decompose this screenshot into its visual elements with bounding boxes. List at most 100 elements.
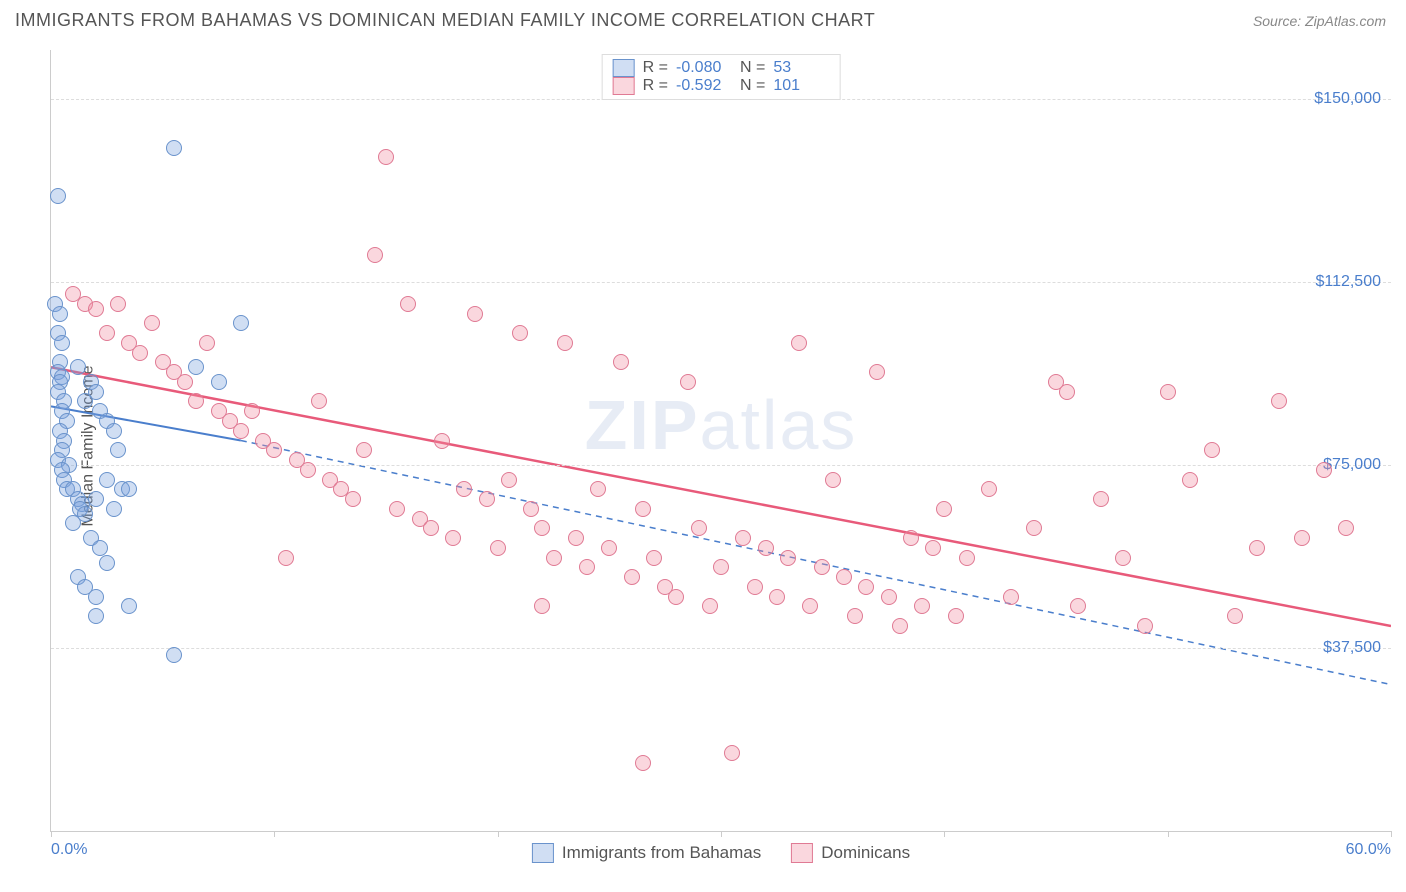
data-point [166,140,182,156]
data-point [1003,589,1019,605]
data-point [70,359,86,375]
y-tick-label: $150,000 [1314,90,1381,108]
data-point [106,501,122,517]
data-point [1182,472,1198,488]
data-point [724,745,740,761]
data-point [1249,540,1265,556]
legend-n-value: 101 [773,77,829,95]
data-point [188,393,204,409]
data-point [858,579,874,595]
data-point [791,335,807,351]
trendlines-layer [51,50,1391,831]
data-point [233,315,249,331]
x-tick [1391,831,1392,837]
x-tick [1168,831,1169,837]
data-point [590,481,606,497]
data-point [769,589,785,605]
data-point [836,569,852,585]
data-point [1294,530,1310,546]
legend-n-value: 53 [773,59,829,77]
data-point [132,345,148,361]
gridline [51,648,1391,649]
series-legend-item: Dominicans [791,843,910,863]
data-point [557,335,573,351]
watermark: ZIPatlas [585,385,858,465]
legend-swatch [613,77,635,95]
data-point [825,472,841,488]
data-point [106,423,122,439]
data-point [233,423,249,439]
data-point [244,403,260,419]
gridline [51,99,1391,100]
data-point [1059,384,1075,400]
legend-row: R =-0.592N =101 [613,77,830,95]
data-point [490,540,506,556]
data-point [99,555,115,571]
x-axis-max-label: 60.0% [1346,841,1391,859]
data-point [434,433,450,449]
legend-swatch [613,59,635,77]
data-point [925,540,941,556]
data-point [735,530,751,546]
data-point [624,569,640,585]
data-point [479,491,495,507]
legend-r-label: R = [643,59,668,77]
legend-swatch [532,843,554,863]
data-point [780,550,796,566]
x-tick [944,831,945,837]
data-point [534,520,550,536]
data-point [747,579,763,595]
x-tick [274,831,275,837]
data-point [188,359,204,375]
data-point [144,315,160,331]
data-point [691,520,707,536]
data-point [65,515,81,531]
data-point [300,462,316,478]
data-point [546,550,562,566]
data-point [378,149,394,165]
data-point [367,247,383,263]
data-point [523,501,539,517]
data-point [88,491,104,507]
y-tick-label: $112,500 [1315,273,1381,291]
correlation-legend: R =-0.080N =53R =-0.592N =101 [602,54,841,100]
data-point [501,472,517,488]
data-point [1204,442,1220,458]
data-point [1093,491,1109,507]
data-point [1271,393,1287,409]
legend-series-label: Immigrants from Bahamas [562,843,761,863]
data-point [400,296,416,312]
data-point [1160,384,1176,400]
data-point [635,755,651,771]
data-point [568,530,584,546]
data-point [50,188,66,204]
legend-r-value: -0.592 [676,77,732,95]
data-point [1137,618,1153,634]
data-point [702,598,718,614]
data-point [121,481,137,497]
data-point [713,559,729,575]
gridline [51,282,1391,283]
data-point [311,393,327,409]
chart-title: IMMIGRANTS FROM BAHAMAS VS DOMINICAN MED… [15,10,875,31]
data-point [680,374,696,390]
chart-source: Source: ZipAtlas.com [1253,13,1386,29]
data-point [512,325,528,341]
data-point [959,550,975,566]
data-point [1070,598,1086,614]
data-point [467,306,483,322]
data-point [356,442,372,458]
data-point [948,608,964,624]
data-point [802,598,818,614]
data-point [389,501,405,517]
data-point [601,540,617,556]
data-point [534,598,550,614]
legend-n-label: N = [740,59,765,77]
data-point [99,472,115,488]
data-point [936,501,952,517]
data-point [892,618,908,634]
data-point [1115,550,1131,566]
data-point [635,501,651,517]
data-point [110,296,126,312]
y-tick-label: $37,500 [1323,639,1381,657]
